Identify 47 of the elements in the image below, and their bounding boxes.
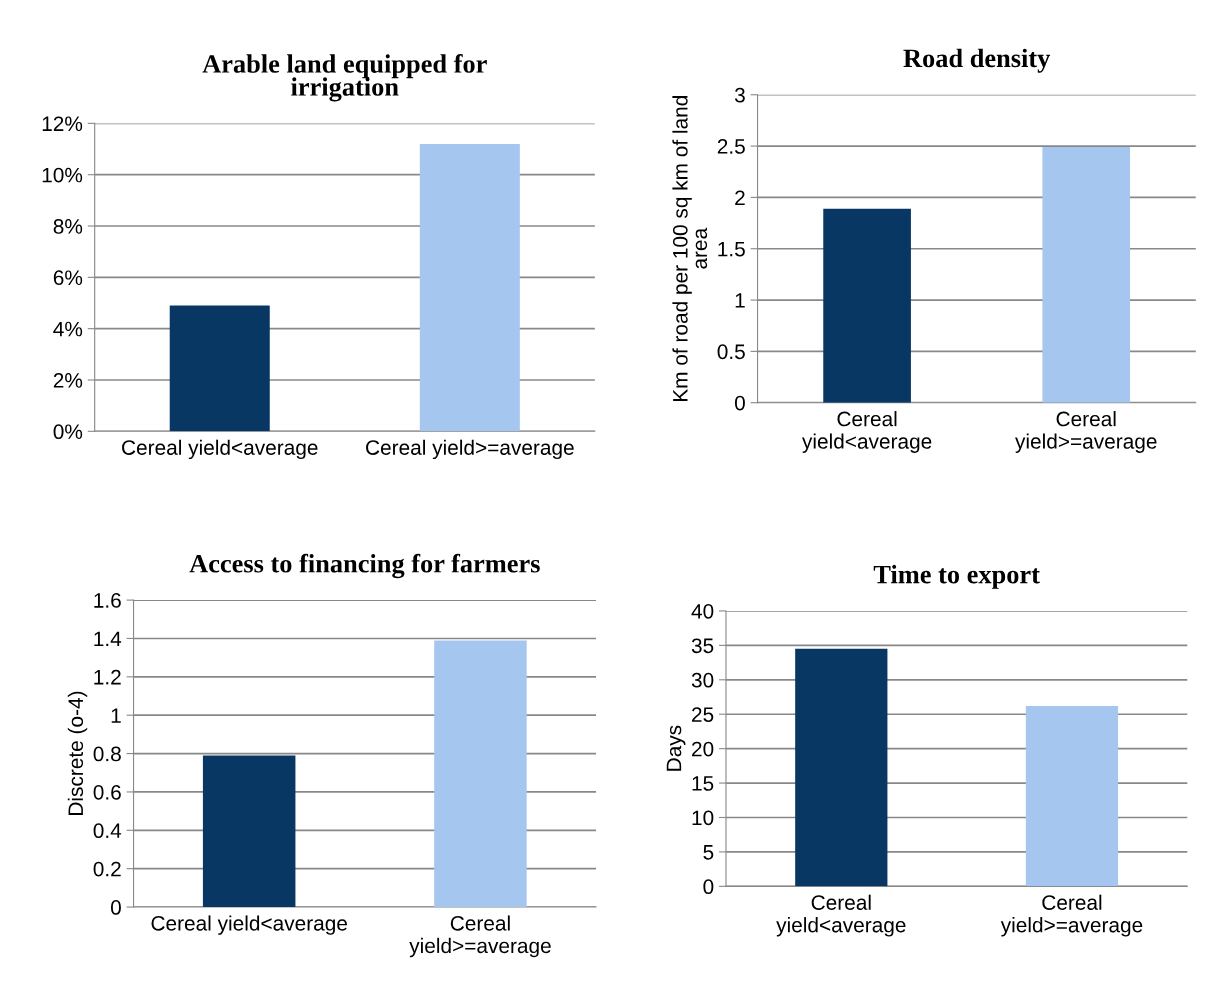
- chart-title: Access to financing for farmers: [189, 553, 540, 579]
- x-tick-label: Cereal yield>=average: [1015, 411, 1157, 453]
- y-tick-label: 4%: [53, 321, 83, 337]
- chart-title: Time to export: [873, 564, 1040, 589]
- x-tick-label: Cereal yield<average: [122, 439, 318, 460]
- y-tick-label: 10%: [42, 167, 83, 183]
- x-tick-label: Cereal yield>=average: [409, 915, 551, 958]
- y-tick-label: 2.5: [717, 139, 745, 154]
- y-tick-label: 1.6: [94, 593, 121, 608]
- y-tick-label: 0: [110, 900, 121, 915]
- y-tick-label: 15: [692, 776, 714, 791]
- y-axis-title: Discrete (o-4): [67, 691, 88, 815]
- x-tick-label: Cereal yield>=average: [1000, 894, 1143, 937]
- y-tick-label: 0.2: [93, 861, 121, 877]
- y-tick-label: 1: [735, 293, 745, 308]
- y-tick-label: 2%: [53, 373, 83, 388]
- y-tick-label: 20: [692, 741, 714, 757]
- y-tick-label: 6%: [53, 270, 83, 286]
- chart-title: Road density: [903, 48, 1051, 73]
- y-tick-label: 0.6: [93, 784, 121, 800]
- y-tick-label: 0.4: [93, 823, 122, 839]
- x-tick-label: Cereal yield<average: [802, 411, 932, 453]
- y-axis-title: Km of road per 100 sq km of land area: [672, 96, 708, 402]
- y-tick-label: 0.8: [93, 746, 121, 762]
- y-axis-title: Days: [666, 725, 686, 771]
- y-tick-label: 1.2: [94, 669, 121, 685]
- y-tick-label: 12%: [42, 116, 83, 132]
- x-tick-label: Cereal yield<average: [776, 894, 906, 937]
- y-tick-label: 10: [692, 810, 714, 826]
- y-tick-label: 35: [691, 638, 714, 654]
- y-tick-label: 30: [691, 672, 714, 688]
- y-tick-label: 1: [111, 708, 121, 723]
- y-tick-label: 25: [692, 707, 714, 722]
- y-tick-label: 40: [691, 603, 714, 619]
- y-tick-label: 0.5: [717, 344, 745, 360]
- x-tick-label: Cereal yield>=average: [366, 439, 574, 460]
- y-tick-label: 2: [735, 190, 745, 205]
- y-tick-label: 0: [703, 879, 714, 895]
- x-tick-label: Cereal yield<average: [151, 915, 347, 935]
- y-tick-label: 8%: [53, 219, 83, 234]
- y-tick-label: 5: [703, 845, 714, 860]
- y-tick-label: 0: [734, 395, 745, 411]
- y-tick-label: 0%: [53, 424, 83, 440]
- chart-title: Arable land equipped for irrigation: [202, 54, 487, 102]
- y-tick-label: 1.4: [94, 631, 122, 647]
- y-tick-label: 3: [734, 87, 745, 103]
- y-tick-label: 1.5: [718, 241, 745, 257]
